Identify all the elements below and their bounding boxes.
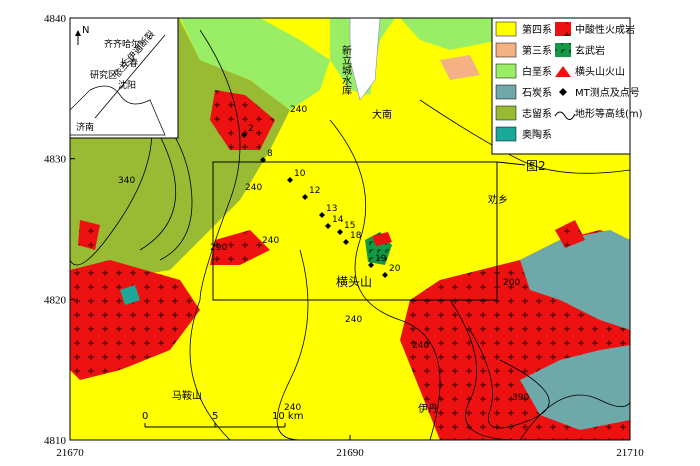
place-label: 新立城水库 — [340, 44, 352, 96]
legend-swatch — [495, 63, 517, 79]
legend-label: 奥陶系 — [522, 128, 552, 141]
mt-point — [302, 194, 308, 200]
mt-point — [368, 262, 374, 268]
y-tick-label: 4830 — [44, 154, 67, 166]
legend-swatch — [495, 42, 517, 58]
legend-swatch — [495, 84, 517, 100]
mt-label: 14 — [332, 215, 344, 225]
legend-swatch — [555, 66, 571, 77]
legend-label: 地形等高线(m) — [575, 107, 643, 120]
inset-label: N — [82, 25, 89, 36]
mt-label: 20 — [389, 264, 401, 274]
place-label: 图2 — [526, 159, 546, 173]
inset-label: 长春 — [120, 57, 138, 69]
inset-label: 济南 — [76, 121, 94, 133]
legend-label: 第三系 — [522, 44, 552, 57]
contour-label: 240 — [412, 341, 429, 351]
legend-swatch — [555, 43, 571, 57]
contour-label: 290 — [210, 243, 227, 253]
place-label: 横头山 — [336, 275, 372, 289]
x-tick-label: 21690 — [336, 447, 364, 459]
mt-label: 10 — [294, 169, 306, 179]
mt-label: 13 — [326, 204, 337, 214]
contour-label: 240 — [284, 403, 301, 413]
study-box — [212, 161, 498, 301]
legend-swatch — [495, 126, 517, 142]
mt-label: 15 — [344, 221, 355, 231]
x-tick-label: 21710 — [616, 447, 644, 459]
legend-label: MT测点及点号 — [575, 86, 640, 99]
leader — [496, 161, 526, 166]
legend-swatch — [495, 21, 517, 37]
mt-label: 2 — [248, 124, 254, 134]
inset-label: 研究区 — [90, 69, 117, 81]
scale-label: 0 — [142, 411, 148, 422]
legend-label: 玄武岩 — [575, 44, 605, 57]
legend-swatch — [559, 88, 567, 96]
place-label: 劝乡 — [488, 193, 508, 206]
scale-bar: 0 5 10 km — [142, 411, 303, 428]
legend-swatch — [495, 105, 517, 121]
contour-label: 240 — [262, 236, 279, 246]
contour-label: 240 — [245, 183, 262, 193]
mt-point — [319, 212, 325, 218]
inset-label: 齐齐哈尔 — [104, 38, 140, 50]
inset: N 齐齐哈尔 长春 研究区 沈阳 济南 依兰-伊通断裂 — [69, 17, 179, 139]
scale-label: 5 — [212, 411, 218, 422]
place-label: 伊丹 — [418, 403, 438, 415]
y-tick-label: 4810 — [44, 435, 67, 447]
place-label: 大南 — [372, 108, 392, 121]
contour-label: 390 — [512, 393, 529, 403]
mt-label: 19 — [375, 254, 387, 264]
mt-label: 8 — [267, 149, 273, 159]
inset-label: 沈阳 — [118, 79, 136, 91]
mt-point — [260, 157, 266, 163]
contour-label: 240 — [290, 105, 307, 115]
legend-label: 第四系 — [522, 23, 552, 36]
legend-label: 石炭系 — [522, 87, 552, 99]
contour-label: 240 — [345, 315, 362, 325]
legend-label: 横头山火山 — [575, 65, 625, 78]
place-label: 马鞍山 — [172, 389, 202, 402]
y-tick-label: 4840 — [44, 13, 67, 25]
legend-label: 中酸性火成岩 — [575, 23, 635, 36]
legend-label: 志留系 — [522, 107, 552, 120]
x-tick-label: 21670 — [56, 447, 84, 459]
mt-point — [382, 272, 388, 278]
mt-point — [241, 132, 247, 138]
contour-label: 340 — [118, 176, 135, 186]
legend-swatch — [554, 111, 576, 120]
legend-swatch — [555, 22, 571, 36]
mt-point — [325, 223, 331, 229]
legend-label: 白垩系 — [522, 65, 552, 78]
mt-point — [343, 239, 349, 245]
contour-label: 200 — [503, 278, 520, 288]
mt-label: 12 — [309, 186, 320, 196]
scale-label: 10 km — [272, 411, 303, 422]
mt-point — [287, 177, 293, 183]
y-tick-label: 4820 — [44, 294, 67, 306]
mt-label: 18 — [350, 231, 362, 241]
mt-point — [337, 229, 343, 235]
